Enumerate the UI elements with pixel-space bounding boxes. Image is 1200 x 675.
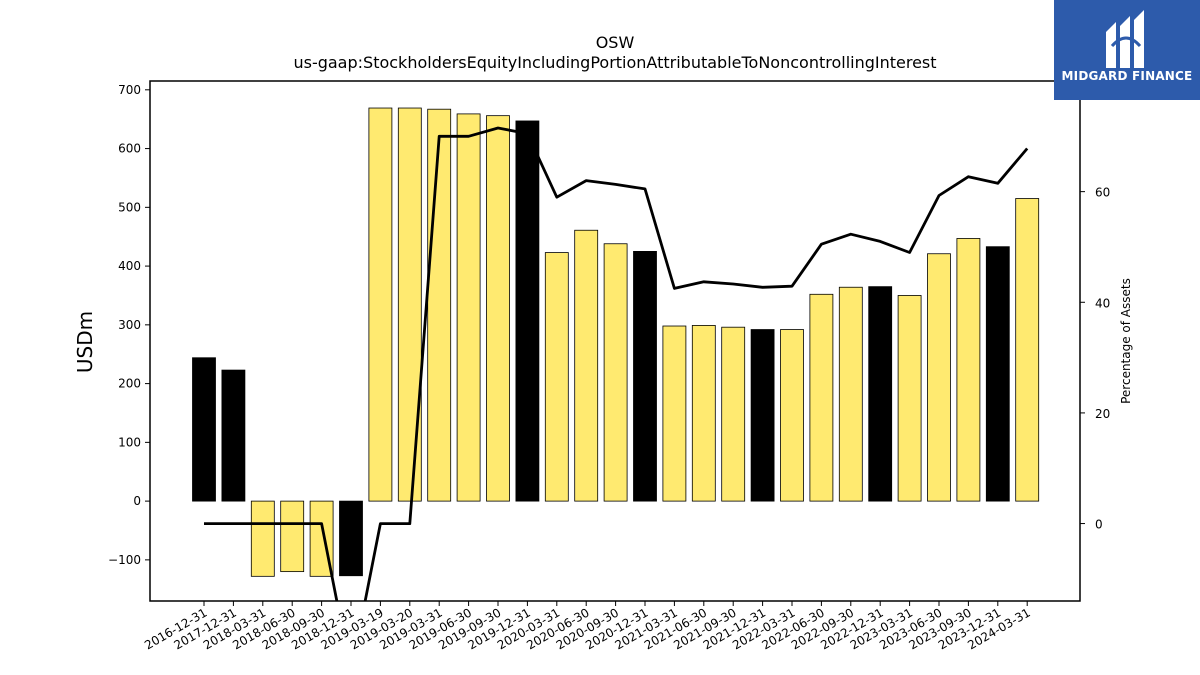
y-tick-label: 100 — [118, 435, 141, 449]
bar — [192, 357, 216, 502]
y-right-tick-label: 0 — [1095, 518, 1103, 532]
y-tick-label: 0 — [133, 494, 141, 508]
bar — [780, 329, 804, 502]
bar — [603, 243, 628, 502]
bar — [985, 246, 1010, 502]
line-group — [204, 126, 1029, 601]
bar — [368, 107, 393, 502]
bar — [868, 286, 893, 502]
bar — [515, 120, 540, 502]
brand-logo-mark — [1106, 10, 1144, 68]
chart-subtitle: us-gaap:StockholdersEquityIncludingPorti… — [293, 53, 936, 72]
y-tick-label: −100 — [108, 553, 141, 567]
bar — [397, 107, 422, 502]
bar — [897, 295, 922, 502]
bar — [339, 500, 363, 577]
bar — [544, 252, 569, 502]
right-axis: 0 20 40 60 — [1080, 186, 1110, 532]
bar — [662, 325, 687, 502]
brand-logo: MIDGARD FINANCE — [1054, 0, 1200, 100]
y-right-tick-label: 20 — [1095, 407, 1110, 421]
left-axis: −100 0 100 200 300 400 500 600 700 — [108, 83, 150, 567]
bar — [691, 325, 716, 502]
bar — [250, 500, 275, 577]
bar — [750, 329, 775, 502]
bar — [221, 369, 246, 502]
bar — [927, 253, 951, 502]
y-tick-label: 700 — [118, 83, 141, 97]
bar — [456, 113, 481, 502]
y-tick-label: 200 — [118, 377, 141, 391]
bar — [838, 286, 863, 502]
bar — [280, 500, 305, 573]
bar — [809, 293, 834, 502]
y-axis-label: USDm — [73, 311, 97, 373]
bar — [574, 229, 599, 502]
x-axis: 2016-12-312017-12-312018-03-312018-06-30… — [142, 601, 1033, 652]
y-tick-label: 300 — [118, 318, 141, 332]
series-line — [204, 126, 1029, 601]
bar — [721, 326, 746, 502]
y-axis-right-label: Percentage of Assets — [1119, 278, 1133, 404]
y-tick-label: 500 — [118, 200, 141, 214]
bar — [1015, 198, 1040, 502]
brand-name: MIDGARD FINANCE — [1061, 69, 1193, 83]
plot-frame — [149, 80, 1081, 602]
y-tick-label: 400 — [118, 259, 141, 273]
bar — [427, 108, 452, 502]
y-tick-label: 600 — [118, 142, 141, 156]
bar — [633, 250, 657, 502]
y-right-tick-label: 60 — [1095, 186, 1110, 200]
bars-group — [192, 107, 1040, 577]
bar — [486, 115, 510, 502]
chart-title: OSW — [596, 33, 635, 52]
bar — [956, 238, 981, 502]
y-right-tick-label: 40 — [1095, 296, 1110, 310]
